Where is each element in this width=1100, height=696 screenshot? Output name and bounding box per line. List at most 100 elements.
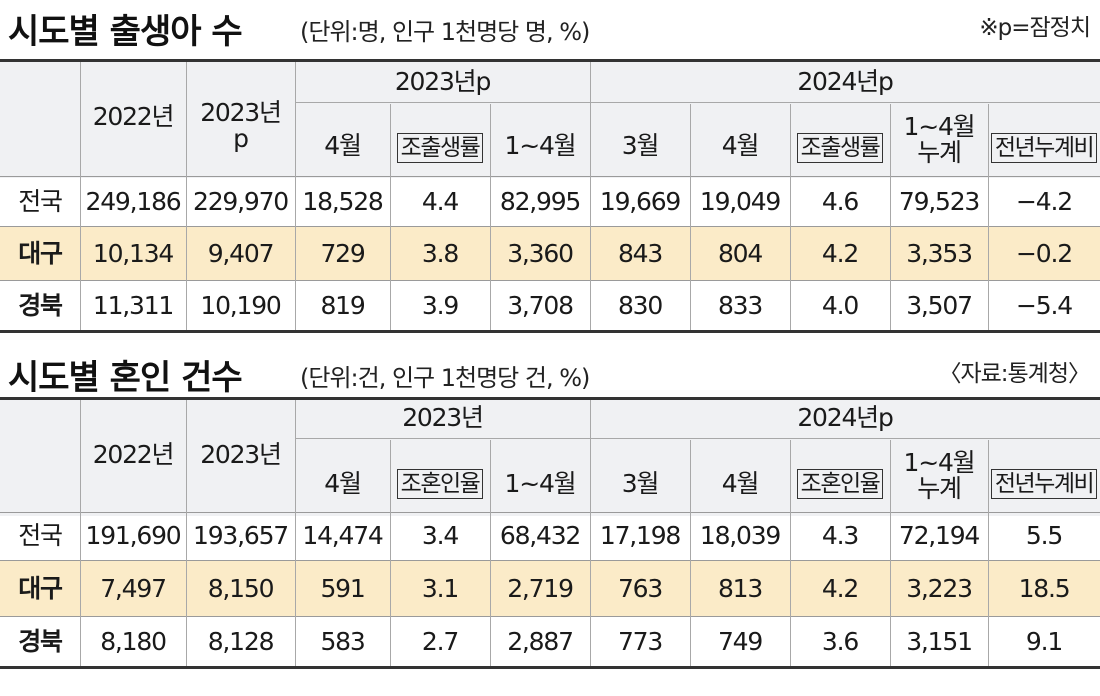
marriage-bottom-rule xyxy=(0,666,1100,669)
table-cell: 819 xyxy=(320,290,365,320)
table-cell: −4.2 xyxy=(1016,186,1073,216)
marriage-group-rule-2023 xyxy=(296,438,590,439)
table-cell: 830 xyxy=(617,290,663,320)
row-label: 전국 xyxy=(18,520,63,550)
table-cell: 7,497 xyxy=(100,573,167,603)
header-cum-2024: 1~4월 누계 xyxy=(890,442,988,510)
table-cell: 11,311 xyxy=(92,290,174,320)
header-apr-2023: 4월 xyxy=(324,130,362,160)
table-cell: 8,180 xyxy=(100,626,167,656)
marriage-header-rule xyxy=(0,512,1100,513)
provisional-note: ※p=잠정치 xyxy=(979,15,1091,41)
table-cell: 229,970 xyxy=(193,186,289,216)
header-yoy: 전년누계비 xyxy=(988,464,1100,504)
birth-title-row: 시도별 출생아 수 (단위:명, 인구 1천명당 명, %) ※p=잠정치 xyxy=(0,0,1100,52)
marriage-vline xyxy=(890,440,891,666)
table-cell: 2.7 xyxy=(421,626,459,656)
header-2023p: 2023년 p xyxy=(186,94,295,158)
table-cell: 82,995 xyxy=(499,186,581,216)
birth-top-rule xyxy=(0,59,1100,62)
table-cell: 3,360 xyxy=(507,238,574,268)
header-apr-2024: 4월 xyxy=(721,130,760,160)
table-cell: 18,528 xyxy=(302,186,383,216)
header-2023p-line1: 2023년 xyxy=(200,97,282,127)
header-rate-2023-box: 조출생률 xyxy=(396,133,484,163)
header-mar-2024: 3월 xyxy=(621,468,660,498)
birth-vline xyxy=(186,62,187,330)
header-2022: 2022년 xyxy=(92,101,175,131)
marriage-vline xyxy=(490,440,491,666)
birth-header-band xyxy=(0,60,1100,178)
marriage-vline xyxy=(390,440,391,666)
marriage-unit-note: (단위:건, 인구 1천명당 건, %) xyxy=(300,364,590,392)
table-cell: −5.4 xyxy=(1016,290,1073,320)
table-cell: 804 xyxy=(717,238,763,268)
birth-vline xyxy=(988,104,989,330)
birth-header-rule xyxy=(0,176,1100,177)
header-cum-line1: 1~4월 xyxy=(903,111,976,141)
table-cell: 3,151 xyxy=(906,626,973,656)
table-cell: 3,507 xyxy=(906,290,973,320)
marriage-vline xyxy=(690,440,691,666)
header-2023p-line2: p xyxy=(233,124,249,153)
birth-vline xyxy=(790,104,791,330)
table-cell: 4.2 xyxy=(821,238,859,268)
header-rate-2023: 조혼인율 xyxy=(390,464,490,504)
table-cell: −0.2 xyxy=(1016,238,1073,268)
table-cell: 763 xyxy=(617,573,663,603)
marriage-row-rule-1 xyxy=(0,560,1100,561)
table-cell: 813 xyxy=(717,573,763,603)
table-cell: 9,407 xyxy=(207,238,275,268)
marriage-top-rule xyxy=(0,397,1100,400)
marriage-table-title: 시도별 혼인 건수 xyxy=(8,358,243,398)
table-cell: 591 xyxy=(320,573,365,603)
table-cell: 10,190 xyxy=(200,290,281,320)
birth-vline xyxy=(80,62,81,330)
header-yoy: 전년누계비 xyxy=(988,128,1100,168)
table-cell: 5.5 xyxy=(1025,520,1063,550)
birth-vline xyxy=(390,104,391,330)
marriage-vline xyxy=(186,400,187,666)
table-cell: 19,669 xyxy=(599,186,681,216)
birth-row-rule-1 xyxy=(0,226,1100,227)
marriage-vline xyxy=(80,400,81,666)
row-label: 경북 xyxy=(18,626,63,656)
birth-group-rule-2024 xyxy=(591,102,1100,103)
table-cell: 14,474 xyxy=(302,520,383,550)
table-cell: 68,432 xyxy=(499,520,581,550)
marriage-vline xyxy=(790,440,791,666)
table-cell: 8,150 xyxy=(207,573,275,603)
table-cell: 3.8 xyxy=(421,238,459,268)
birth-group-rule-2023 xyxy=(296,102,590,103)
header-2023: 2023년 xyxy=(200,439,282,469)
header-mar-2024: 3월 xyxy=(621,130,660,160)
table-cell: 9.1 xyxy=(1025,626,1063,656)
table-cell: 3.6 xyxy=(821,626,859,656)
header-rate-2023-box: 조혼인율 xyxy=(396,469,484,499)
marriage-title-row: 시도별 혼인 건수 (단위:건, 인구 1천명당 건, %) 〈자료:통계청〉 xyxy=(0,346,1100,398)
group-header-2024p: 2024년p xyxy=(797,402,893,432)
table-cell: 249,186 xyxy=(85,186,182,216)
table-cell: 10,134 xyxy=(92,238,174,268)
group-header-2023: 2023년 xyxy=(402,402,484,432)
header-janapr-2023: 1~4월 xyxy=(504,130,577,160)
table-cell: 4.2 xyxy=(821,573,859,603)
table-cell: 4.3 xyxy=(821,520,859,550)
marriage-header-band xyxy=(0,398,1100,516)
table-cell: 193,657 xyxy=(193,520,289,550)
table-cell: 3,353 xyxy=(906,238,973,268)
marriage-vline xyxy=(590,400,591,666)
table-cell: 3,223 xyxy=(906,573,973,603)
header-yoy-box: 전년누계비 xyxy=(990,133,1098,163)
table-cell: 2,719 xyxy=(507,573,574,603)
table-cell: 729 xyxy=(320,238,365,268)
birth-vline xyxy=(890,104,891,330)
header-2022: 2022년 xyxy=(92,439,175,469)
birth-table-title: 시도별 출생아 수 xyxy=(8,12,243,52)
header-rate-2024: 조출생률 xyxy=(790,128,890,168)
table-cell: 19,049 xyxy=(699,186,781,216)
row-label: 경북 xyxy=(18,290,63,320)
marriage-table: 2022년 2023년 2023년 2024년p 4월 조혼인율 1~4월 3월… xyxy=(0,390,1100,690)
row-label: 대구 xyxy=(18,573,63,603)
birth-unit-note: (단위:명, 인구 1천명당 명, %) xyxy=(300,18,590,46)
